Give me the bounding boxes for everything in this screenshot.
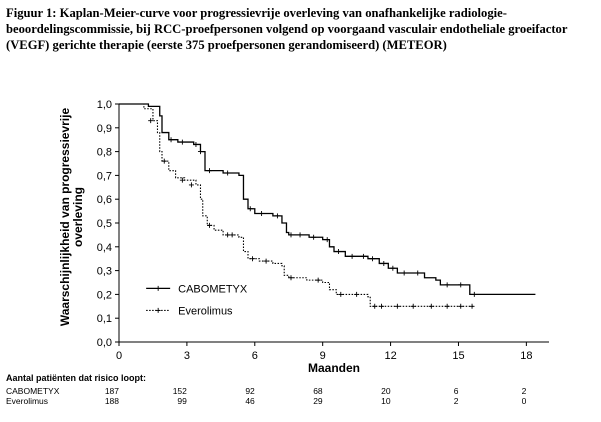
x-tick-label: 0 bbox=[116, 350, 122, 362]
risk-count: 20 bbox=[381, 386, 391, 396]
censor-mark-everolimus bbox=[338, 291, 344, 297]
risk-count: 10 bbox=[381, 396, 391, 406]
chart-legend: CABOMETYX Everolimus bbox=[146, 283, 248, 317]
censor-mark-everolimus bbox=[288, 275, 294, 281]
series-line-everolimus bbox=[119, 103, 475, 307]
x-tick-label: 6 bbox=[252, 350, 258, 362]
y-tick-label: 0,4 bbox=[97, 242, 112, 254]
risk-table-title: Aantal patiënten dat risico loopt: bbox=[6, 373, 146, 383]
y-tick-label: 0,6 bbox=[97, 194, 112, 206]
censor-mark-everolimus bbox=[379, 303, 385, 309]
censor-mark-cabometyx bbox=[349, 253, 355, 259]
y-tick-label: 0,3 bbox=[97, 266, 112, 278]
risk-count: 46 bbox=[245, 396, 255, 406]
risk-count: 68 bbox=[313, 386, 323, 396]
x-tick-label: 12 bbox=[384, 350, 396, 362]
censor-mark-everolimus bbox=[229, 232, 235, 238]
censor-mark-cabometyx bbox=[444, 282, 450, 288]
censor-mark-cabometyx bbox=[207, 168, 213, 174]
risk-count: 2 bbox=[522, 386, 527, 396]
y-tick-label: 0,2 bbox=[97, 289, 112, 301]
y-tick-label: 0,7 bbox=[97, 170, 112, 182]
censor-mark-cabometyx bbox=[390, 265, 396, 271]
censor-mark-cabometyx bbox=[288, 232, 294, 238]
x-tick-label: 9 bbox=[320, 350, 326, 362]
risk-table: Aantal patiënten dat risico loopt: CABOME… bbox=[6, 373, 527, 406]
x-tick-label: 15 bbox=[452, 350, 464, 362]
censor-mark-everolimus bbox=[179, 177, 185, 183]
risk-count: 6 bbox=[454, 386, 459, 396]
y-tick-label: 0,8 bbox=[97, 147, 112, 159]
censor-mark-cabometyx bbox=[179, 139, 185, 145]
y-tick-label: 0,9 bbox=[97, 123, 112, 135]
y-tick-label: 0,0 bbox=[97, 337, 112, 349]
censor-mark-everolimus bbox=[428, 303, 434, 309]
censor-mark-cabometyx bbox=[324, 237, 330, 243]
censor-mark-cabometyx bbox=[274, 213, 280, 219]
y-tick-label: 1,0 bbox=[97, 99, 112, 111]
censor-mark-everolimus bbox=[250, 256, 256, 262]
series-line-cabometyx bbox=[119, 103, 536, 296]
censor-mark-cabometyx bbox=[360, 253, 366, 259]
censor-mark-everolimus bbox=[469, 303, 475, 309]
risk-row-label: CABOMETYX bbox=[6, 386, 60, 396]
censor-mark-everolimus bbox=[444, 303, 450, 309]
censor-mark-cabometyx bbox=[247, 206, 253, 212]
y-tick-label: 0,1 bbox=[97, 313, 112, 325]
censor-mark-everolimus bbox=[225, 232, 231, 238]
risk-count: 29 bbox=[313, 396, 323, 406]
censor-mark-everolimus bbox=[161, 158, 167, 164]
risk-count: 99 bbox=[177, 396, 187, 406]
censor-mark-cabometyx bbox=[193, 141, 199, 147]
figure-caption: Figuur 1: Kaplan-Meier-curve voor progre… bbox=[6, 6, 568, 52]
risk-count: 187 bbox=[105, 386, 119, 396]
censor-mark-cabometyx bbox=[471, 291, 477, 297]
y-tick-label: 0,5 bbox=[97, 218, 112, 230]
censor-mark-cabometyx bbox=[168, 137, 174, 143]
censor-mark-cabometyx bbox=[369, 256, 375, 262]
censor-mark-everolimus bbox=[410, 303, 416, 309]
censor-mark-everolimus bbox=[315, 277, 321, 283]
legend-marker-cabometyx bbox=[155, 285, 161, 291]
censor-mark-cabometyx bbox=[259, 210, 265, 216]
x-axis-label: Maanden bbox=[308, 361, 360, 375]
x-tick-label: 3 bbox=[184, 350, 190, 362]
censor-mark-cabometyx bbox=[415, 270, 421, 276]
censor-mark-everolimus bbox=[354, 291, 360, 297]
risk-count: 92 bbox=[245, 386, 255, 396]
censor-mark-everolimus bbox=[394, 303, 400, 309]
x-tick-label: 18 bbox=[520, 350, 532, 362]
risk-count: 2 bbox=[454, 396, 459, 406]
risk-count: 188 bbox=[105, 396, 119, 406]
censor-mark-cabometyx bbox=[225, 170, 231, 176]
risk-count: 152 bbox=[173, 386, 187, 396]
y-axis-label-line2: overleving bbox=[71, 187, 85, 247]
chart-axes: 0,0 0,1 0,2 0,3 0,4 0,5 0,6 0,7 0,8 0,9 1,0 0 3 6 9 12 1… bbox=[58, 99, 549, 375]
censor-mark-everolimus bbox=[207, 222, 213, 228]
legend-label-cabometyx: CABOMETYX bbox=[178, 283, 248, 295]
censor-mark-cabometyx bbox=[197, 149, 203, 155]
chart-series bbox=[119, 103, 536, 309]
censor-mark-cabometyx bbox=[381, 260, 387, 266]
risk-row-label: Everolimus bbox=[6, 396, 48, 406]
censor-mark-cabometyx bbox=[297, 232, 303, 238]
censor-mark-cabometyx bbox=[311, 234, 317, 240]
risk-count: 0 bbox=[522, 396, 527, 406]
censor-mark-everolimus bbox=[263, 258, 269, 264]
y-axis-label: Waarschijnlijkheid van progressievrijeov… bbox=[58, 108, 85, 327]
legend-label-everolimus: Everolimus bbox=[178, 305, 233, 317]
censor-mark-everolimus bbox=[372, 303, 378, 309]
y-axis-label-line1: Waarschijnlijkheid van progressievrije bbox=[58, 108, 72, 327]
censor-mark-everolimus bbox=[188, 182, 194, 188]
censor-mark-cabometyx bbox=[336, 249, 342, 255]
censor-mark-cabometyx bbox=[458, 282, 464, 288]
censor-mark-everolimus bbox=[458, 303, 464, 309]
legend-marker-everolimus bbox=[155, 307, 161, 313]
censor-mark-cabometyx bbox=[401, 270, 407, 276]
censor-mark-everolimus bbox=[148, 118, 154, 124]
